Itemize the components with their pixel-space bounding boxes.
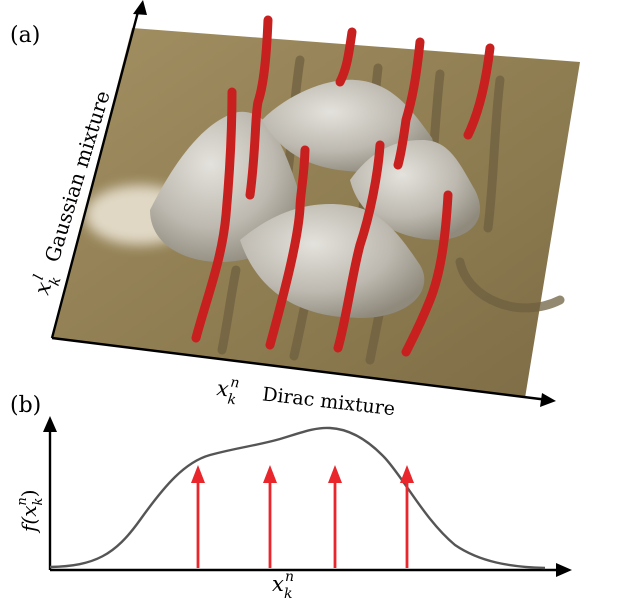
axis-a-x-name: Dirac mixture: [261, 383, 396, 420]
dirac-arrows: [191, 465, 414, 568]
axis-b-horizontal: [50, 563, 572, 577]
axis-b-y-func: f(x: [17, 506, 41, 534]
panel-a-label: (a): [10, 23, 40, 48]
axis-b-y-label: f(xkn): [15, 489, 46, 534]
panel-a: (a): [10, 0, 580, 421]
dirac-arrow: [191, 465, 205, 568]
panel-b-label: (b): [10, 393, 41, 418]
axis-a-y-sup: l: [31, 273, 48, 282]
dirac-line: [401, 190, 453, 357]
axis-a-x-symbol: x: [215, 376, 230, 401]
density-curve: [49, 426, 546, 570]
dirac-line: [245, 15, 273, 200]
dirac-line: [265, 145, 310, 350]
axis-b-y-sup: n: [15, 497, 30, 505]
dirac-lines: [191, 15, 495, 357]
axis-b-x-label: x k n: [272, 569, 294, 602]
axis-a-vertical: [50, 0, 147, 339]
axis-a-x-sub: k: [227, 391, 237, 408]
dirac-line: [463, 43, 495, 140]
axis-a-x-label: x k n Dirac mixture: [215, 375, 396, 421]
axis-a-horizontal: [51, 336, 556, 407]
axis-b-x-symbol: x: [272, 572, 284, 596]
svg-text:f(xkn): f(xkn): [15, 489, 46, 534]
panel-b: (b): [10, 393, 572, 602]
axis-b-vertical: [43, 416, 57, 570]
axis-b-y-close: ): [17, 489, 41, 497]
axis-b-x-sup: n: [285, 569, 294, 585]
dirac-arrow: [400, 465, 414, 568]
dirac-line: [333, 140, 385, 353]
dirac-line: [335, 27, 357, 87]
axis-b-y-sub: k: [31, 498, 46, 506]
dirac-line: [393, 37, 425, 170]
dirac-line: [191, 87, 237, 343]
dirac-arrow: [328, 465, 342, 568]
dirac-arrow: [263, 465, 277, 568]
axis-b-x-sub: k: [284, 586, 292, 602]
axis-a-x-sup: n: [230, 375, 241, 392]
